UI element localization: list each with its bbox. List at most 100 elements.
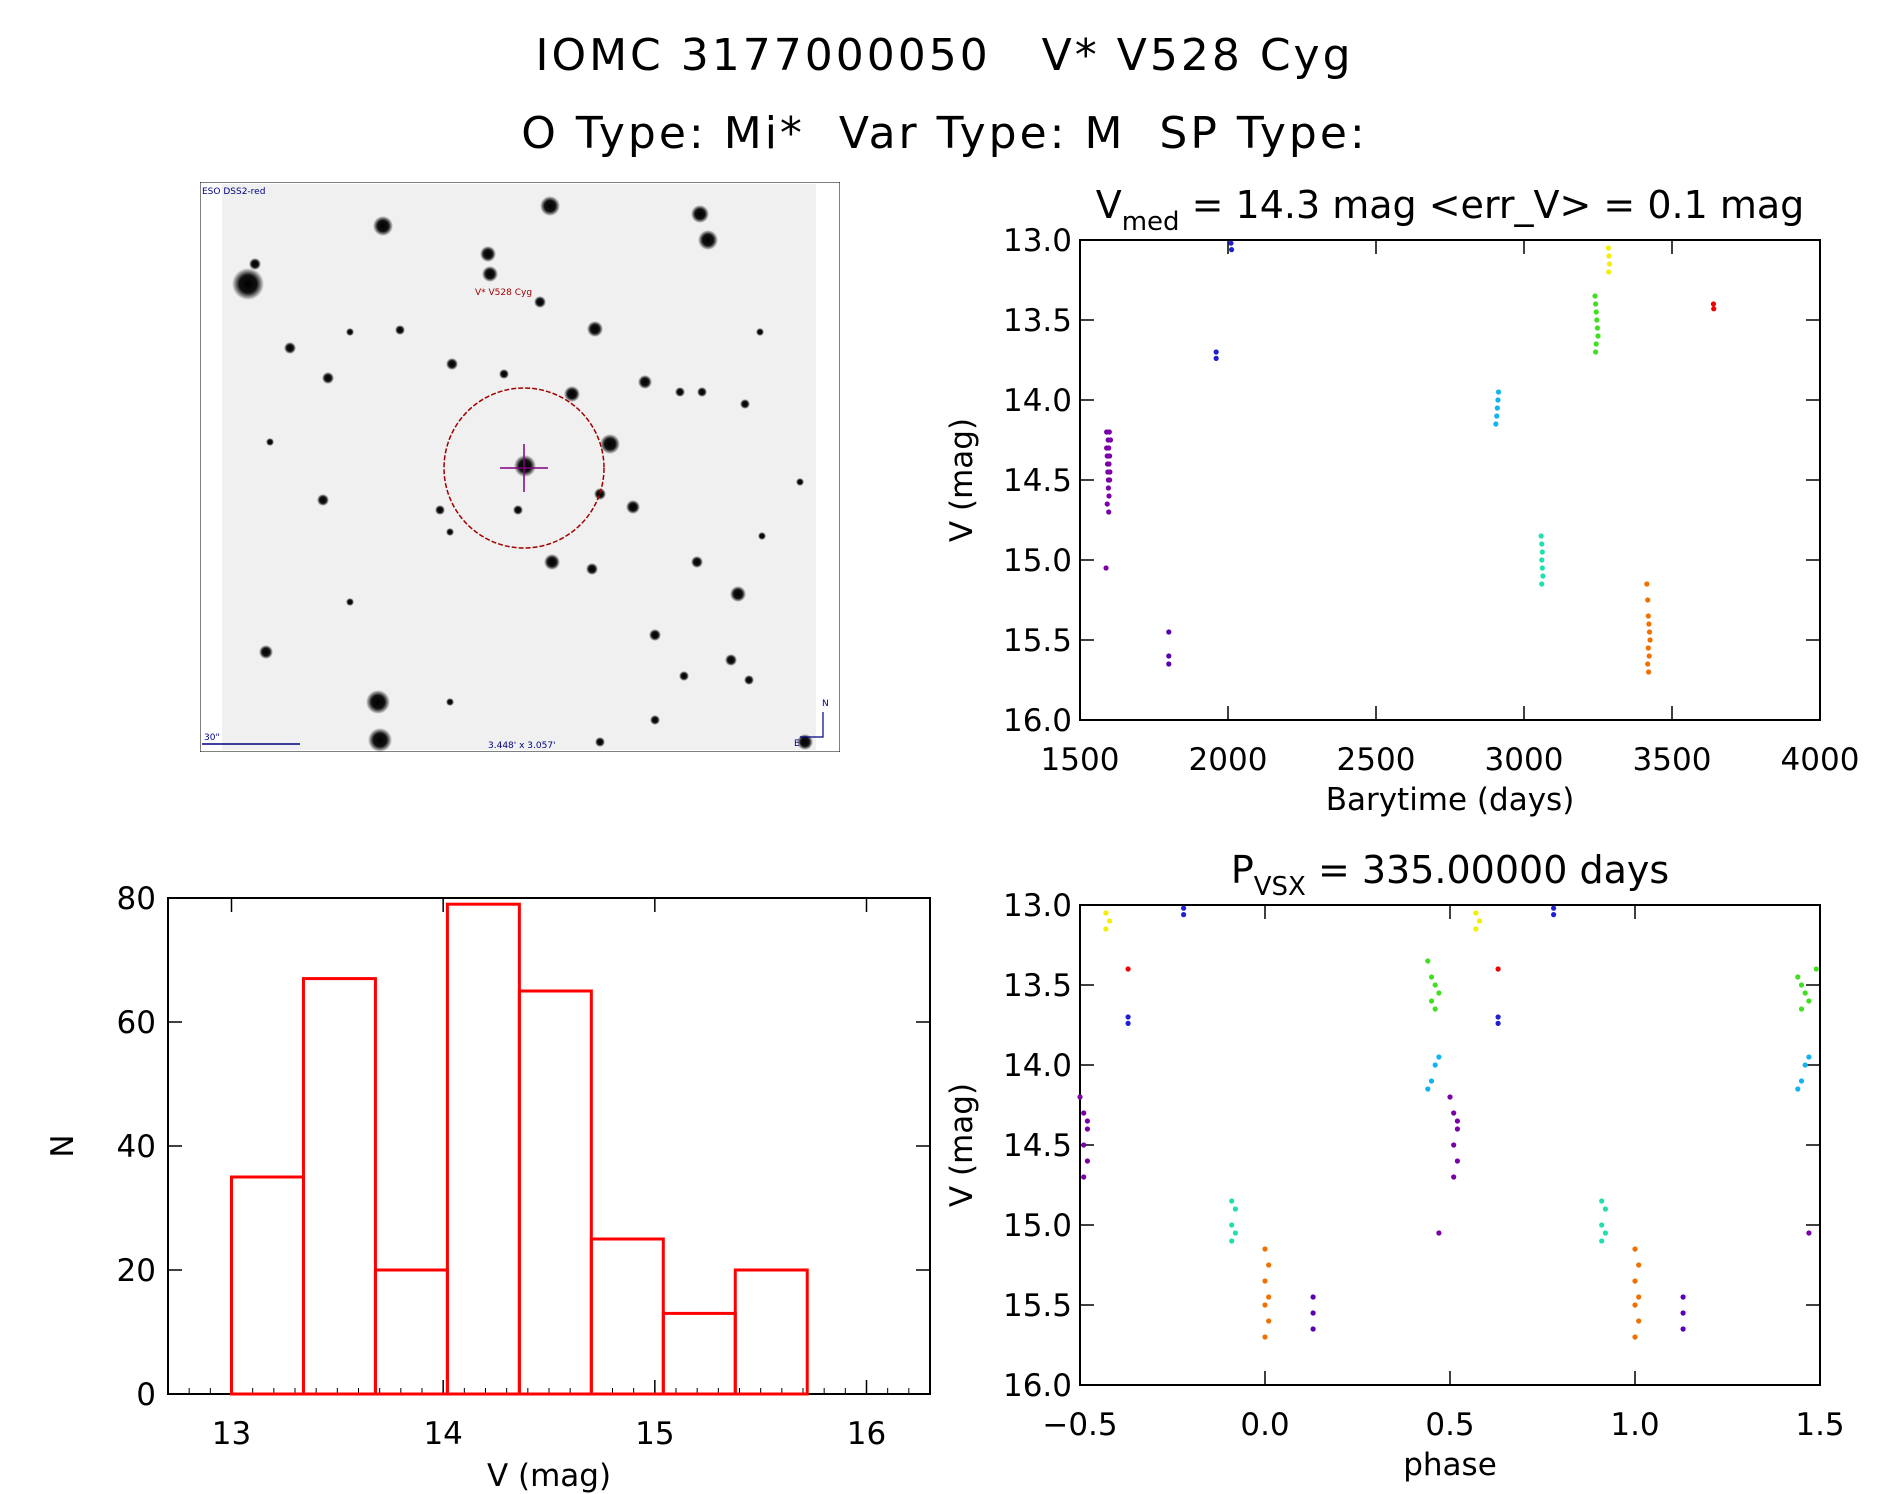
data-point [1636,1318,1642,1324]
phased-xlabel: phase [1403,1447,1497,1483]
data-point [1646,669,1652,675]
data-point [1594,325,1601,331]
data-point [1084,1126,1090,1132]
star [697,387,707,397]
data-point [1495,966,1501,972]
histogram-frame [167,897,931,1395]
x-tick-label: 2500 [1337,742,1416,778]
star [595,737,605,747]
data-point [1606,269,1612,275]
star [600,434,620,454]
data-point [1107,453,1113,459]
star [730,586,746,602]
data-point [1711,306,1717,312]
data-point [1645,613,1651,619]
data-point [1166,653,1172,659]
data-point [1310,1310,1316,1316]
data-point [1213,349,1219,355]
data-point [1436,990,1442,996]
north-label: N [822,699,829,709]
data-point [1103,926,1109,932]
data-point [1806,998,1812,1004]
data-point [1454,1126,1460,1132]
data-point [1428,998,1435,1004]
data-point [1495,397,1501,403]
y-tick-label: 15.5 [1003,623,1072,659]
data-point [1107,469,1113,475]
star [259,645,273,659]
y-tick-label: 15.5 [1003,1288,1072,1324]
star [675,387,685,397]
data-point [1262,1302,1268,1308]
star [317,494,329,506]
data-point [1106,429,1112,435]
star [266,438,274,446]
data-point [1428,974,1435,980]
star [544,554,560,570]
y-tick-label: 13.5 [1003,968,1072,1004]
data-point [1425,1086,1431,1092]
y-tick-label: 14.0 [1003,1048,1072,1084]
star [366,690,390,714]
star [725,654,737,666]
data-point [1593,349,1599,355]
data-point [1266,1318,1272,1324]
data-point [1594,317,1600,323]
y-tick-label: 16.0 [1003,703,1072,739]
data-point [1806,1230,1812,1236]
data-point [1310,1326,1316,1332]
x-tick-label: 2000 [1189,742,1268,778]
x-tick-label: 15 [635,1416,674,1452]
data-point [1495,1020,1501,1026]
data-point [1262,1246,1268,1252]
data-point [1084,1118,1090,1124]
data-point [1077,1094,1083,1100]
data-point [1106,509,1112,515]
data-point [1495,1014,1501,1020]
star-field [232,196,813,752]
data-point [1644,581,1650,587]
data-point [1813,966,1819,972]
data-point [1125,1014,1131,1020]
data-point [1473,910,1479,916]
star [698,230,718,250]
star [691,205,709,223]
histogram-bar [445,902,521,1396]
data-point [1798,982,1805,988]
data-point [1593,341,1599,347]
data-point [1454,1158,1460,1164]
data-point [1105,485,1112,491]
star [480,246,496,262]
data-point [1477,918,1483,924]
x-tick-label: 0.0 [1240,1407,1289,1443]
data-point [1451,1110,1457,1116]
y-tick-label: 14.5 [1003,1128,1072,1164]
star [744,675,754,685]
star [446,528,454,536]
star [564,386,580,402]
data-point [1084,1158,1090,1164]
data-point [1646,653,1652,659]
data-point [1602,1230,1608,1236]
data-point [1103,565,1109,571]
star [346,328,354,336]
star [691,556,703,568]
figure-title: IOMC 3177000050 V* V528 Cyg [535,30,1354,81]
x-tick-label: 1.5 [1795,1407,1844,1443]
y-tick-label: 15.0 [1003,1208,1072,1244]
star [395,325,405,335]
light-curve-plot: 1500 2000 2500 3000 3500 4000 13.0 13.5 14.0 14.5… [944,183,1859,818]
y-tick-label: 40 [117,1129,156,1165]
data-point [1599,1222,1605,1228]
data-point [1539,549,1545,555]
histogram-ylabel: N [45,1134,81,1157]
star [797,734,813,750]
data-point [1593,309,1599,315]
histogram-plot: 13 14 15 16 0 20 40 60 80 V (mag) N [45,881,931,1494]
data-point [1262,1278,1268,1284]
data-point [1166,629,1172,635]
star [796,478,804,486]
data-point [1551,912,1557,918]
compass-arrows [800,712,824,738]
data-point [1593,301,1599,307]
